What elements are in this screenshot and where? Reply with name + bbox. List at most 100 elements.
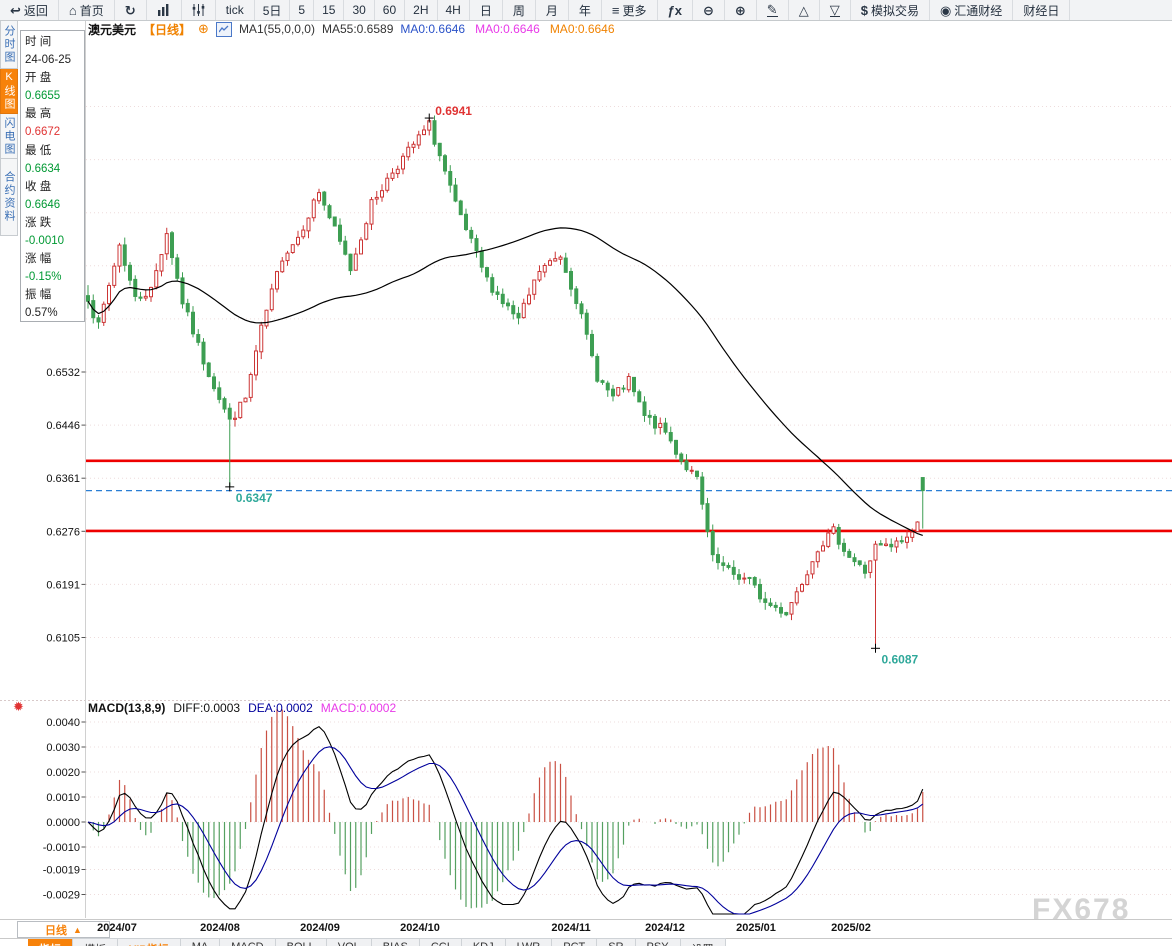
- triangle-up-icon: △: [798, 2, 809, 18]
- toolbar-back-button[interactable]: ↩ 返回: [0, 0, 59, 20]
- toolbar-tf-2h-label: 2H: [413, 3, 429, 17]
- svg-text:0.0030: 0.0030: [46, 742, 80, 754]
- toolbar-refresh-button[interactable]: ↻: [115, 0, 147, 20]
- toolbar-huitong-finance-button[interactable]: ◉ 汇通财经: [930, 0, 1014, 20]
- toolbar-back-label: 返回: [23, 3, 48, 18]
- zoom-in-icon: ⊕: [734, 2, 746, 18]
- indicator-tab-vip-indicators[interactable]: VIP指标: [118, 938, 181, 946]
- x-axis-label: 2024/11: [551, 922, 591, 934]
- toolbar-tf-tick-button[interactable]: tick: [216, 0, 255, 20]
- x-axis-label: 2024/12: [645, 922, 685, 934]
- svg-text:0.6347: 0.6347: [236, 491, 273, 505]
- toolbar-tf-month-label: 月: [545, 3, 558, 18]
- ma-settings-label: MA1(55,0,0,0): [238, 22, 315, 36]
- indicator-tab-cci[interactable]: CCI: [419, 938, 462, 946]
- info-label: 最 高: [25, 108, 52, 121]
- toolbar-tf-5-button[interactable]: 5: [290, 0, 315, 20]
- toolbar-zoom-out-button[interactable]: ⊖: [693, 0, 725, 20]
- toolbar-demo-trading-label: 模拟交易: [870, 3, 919, 18]
- toolbar-tf-2h-button[interactable]: 2H: [405, 0, 438, 20]
- toolbar-tf-4h-button[interactable]: 4H: [438, 0, 470, 20]
- indicator-tab-bias[interactable]: BIAS: [371, 938, 420, 946]
- svg-text:-0.0019: -0.0019: [43, 865, 80, 877]
- toolbar-zoom-in-button[interactable]: ⊕: [725, 0, 757, 20]
- toolbar-more-button[interactable]: ≡ 更多: [602, 0, 658, 20]
- indicator-tab-boll[interactable]: BOLL: [275, 938, 327, 946]
- draw-icon: ✎: [766, 2, 778, 17]
- indicator-tab-sr[interactable]: SR: [597, 938, 636, 946]
- toolbar-tf-5-label: 5: [298, 3, 306, 17]
- toolbar-tf-week-button[interactable]: 周: [503, 0, 536, 20]
- svg-text:-0.0010: -0.0010: [43, 842, 80, 854]
- period-selector[interactable]: 日线 ▲: [17, 921, 110, 938]
- macd-title: MACD(13,8,9): [88, 701, 166, 715]
- toolbar-tf-30-label: 30: [352, 3, 366, 17]
- toolbar-tf-5d-button[interactable]: 5日: [255, 0, 291, 20]
- x-axis-label: 2024/09: [300, 922, 340, 934]
- toolbar: ↩ 返回 ⌂ 首页 ↻ tick 5日 5 15 30 60 2H 4H 日周月年 ≡ 更多 ƒx ⊖ ⊕ ✎ △ ▽ $ 模…: [0, 0, 1172, 21]
- info-label: 涨 幅: [25, 253, 52, 266]
- toolbar-draw-button[interactable]: ✎: [757, 0, 789, 20]
- side-tab-kline[interactable]: K线图: [0, 69, 18, 114]
- x-axis-label: 2024/07: [97, 922, 137, 934]
- ma-value: MA0:0.6646: [549, 22, 615, 36]
- toolbar-huitong-finance-label: 汇通财经: [954, 3, 1003, 18]
- toolbar-home-button[interactable]: ⌂ 首页: [59, 0, 115, 20]
- svg-text:-0.0029: -0.0029: [43, 890, 80, 902]
- indicator-tab-vol[interactable]: VOL: [326, 938, 372, 946]
- toolbar-triangle-down-button[interactable]: ▽: [820, 0, 851, 20]
- indicator-tab-macd[interactable]: MACD: [220, 938, 276, 946]
- indicator-tab-indicators[interactable]: 指标: [28, 938, 73, 946]
- indicator-settings-icon[interactable]: ✹: [13, 699, 24, 714]
- toolbar-tf-15-label: 15: [322, 3, 336, 17]
- indicator-tab-templates[interactable]: 模板: [73, 938, 118, 946]
- svg-text:0.0000: 0.0000: [46, 817, 80, 829]
- svg-text:0.6276: 0.6276: [46, 526, 80, 538]
- ma-value: MA0:0.6646: [400, 22, 466, 36]
- side-tab-lightning[interactable]: 闪电图: [0, 114, 18, 159]
- indicator-tab-pct[interactable]: PCT: [552, 938, 598, 946]
- toolbar-finance-calendar-button[interactable]: 财经日: [1013, 0, 1071, 20]
- indicator-tab-psy[interactable]: PSY: [635, 938, 681, 946]
- svg-text:0.6941: 0.6941: [435, 104, 472, 118]
- side-tab-strip: 分时图 K线图 闪电图 合约资料: [0, 20, 18, 236]
- sliders-icon: [192, 4, 205, 16]
- svg-text:0.0010: 0.0010: [46, 792, 80, 804]
- toolbar-triangle-up-button[interactable]: △: [789, 0, 820, 20]
- indicator-tab-kdj[interactable]: KDJ: [461, 938, 506, 946]
- indicator-tab-ma[interactable]: MA: [180, 938, 221, 946]
- add-compare-icon[interactable]: ⊕: [198, 21, 209, 36]
- ma-values: MA0:0.6646 MA0:0.6646 MA0:0.6646: [400, 22, 624, 36]
- bar-chart-icon: [157, 4, 171, 16]
- toolbar-tf-60-button[interactable]: 60: [375, 0, 406, 20]
- info-label: 振 幅: [25, 289, 52, 302]
- toolbar-tf-month-button[interactable]: 月: [536, 0, 569, 20]
- toolbar-demo-trading-button[interactable]: $ 模拟交易: [851, 0, 930, 20]
- toolbar-chart-settings-button[interactable]: [182, 0, 216, 20]
- macd-dea-value: DEA:0.0002: [248, 701, 313, 715]
- toolbar-tf-day-label: 日: [479, 3, 492, 18]
- toolbar-chart-style-button[interactable]: [147, 0, 182, 20]
- side-tab-timeshare[interactable]: 分时图: [0, 20, 18, 69]
- toolbar-tf-day-button[interactable]: 日: [470, 0, 503, 20]
- kline-chart-icon[interactable]: [215, 21, 232, 37]
- demo-trading-icon: $: [860, 2, 868, 18]
- info-value: 24-06-25: [25, 54, 72, 67]
- toolbar-finance-calendar-label: 财经日: [1023, 3, 1060, 18]
- toolbar-tf-year-button[interactable]: 年: [569, 0, 602, 20]
- toolbar-tf-15-button[interactable]: 15: [314, 0, 345, 20]
- svg-text:0.0020: 0.0020: [46, 767, 80, 779]
- toolbar-tf-30-button[interactable]: 30: [344, 0, 375, 20]
- info-label: 时 间: [25, 36, 52, 48]
- svg-text:0.6361: 0.6361: [46, 473, 80, 485]
- indicator-tab-lwr[interactable]: LWR: [505, 938, 553, 946]
- toolbar-formula-button[interactable]: ƒx: [658, 0, 693, 20]
- svg-text:0.0040: 0.0040: [46, 717, 80, 729]
- ma55-value: MA55:0.6589: [321, 22, 394, 36]
- info-label: 开 盘: [25, 72, 52, 85]
- main-chart[interactable]: 0.6941 0.6347 0.6087 0.6532 0.6446 0.6361 0.62…: [0, 20, 1172, 946]
- info-value: 0.6646: [25, 198, 61, 211]
- indicator-tab-settings[interactable]: 设置: [680, 938, 726, 946]
- x-axis-label: 2024/10: [400, 922, 440, 934]
- side-tab-contract-info[interactable]: 合约资料: [0, 159, 18, 236]
